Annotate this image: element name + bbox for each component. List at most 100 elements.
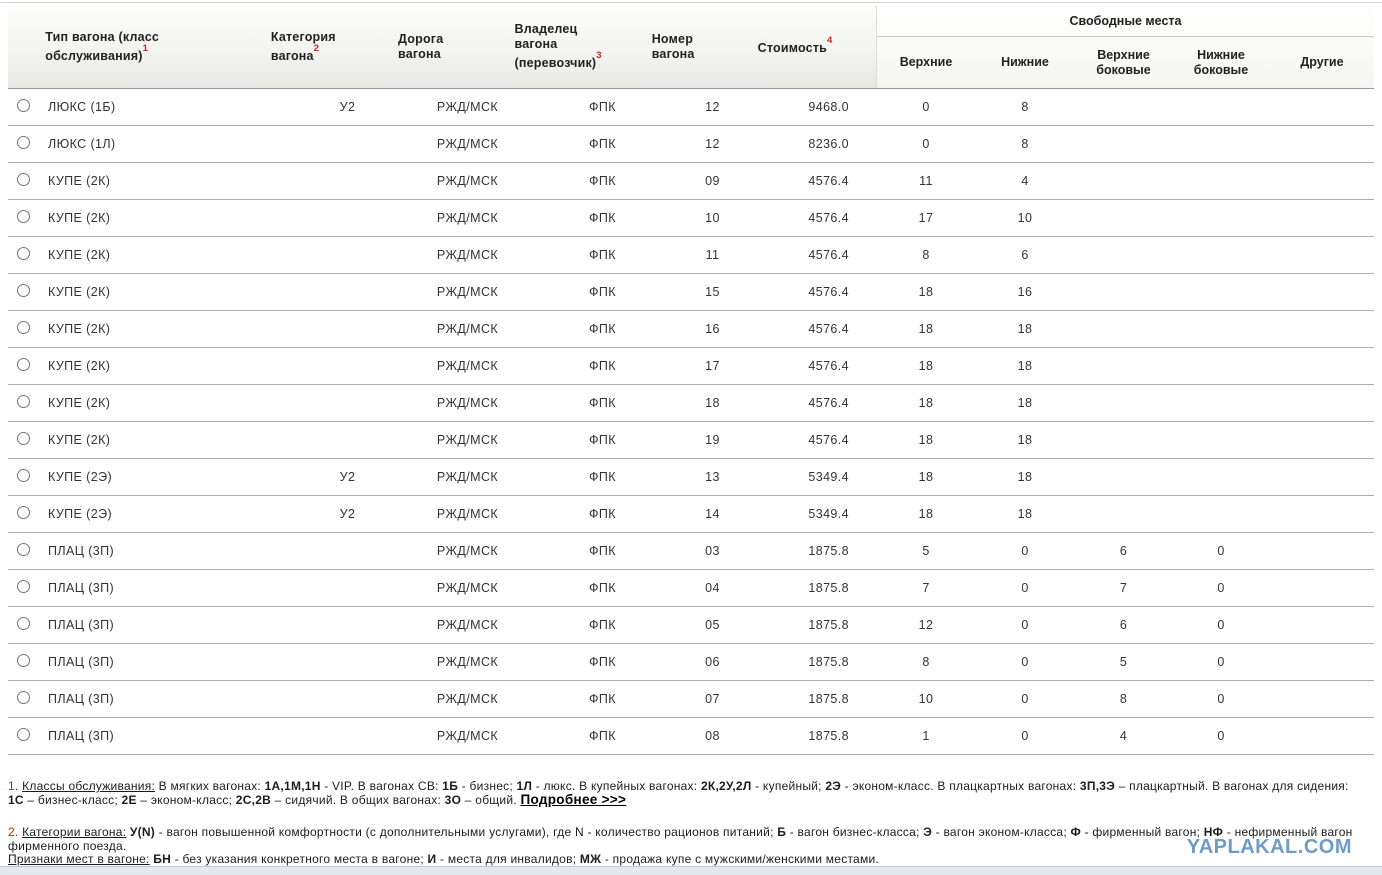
car-select-radio[interactable] [17,284,30,297]
footnote-service-classes: 1. Классы обслуживания: В мягких вагонах… [8,779,1374,807]
seats-upper-side-cell: 4 [1119,729,1128,743]
footnote-text: – эконом-класс; [136,793,236,807]
radio-cell [8,691,48,707]
car-select-radio[interactable] [17,210,30,223]
col-category-header: Категория вагона2 [271,6,378,88]
seats-upper-cell: 18 [918,433,934,447]
car-select-radio[interactable] [17,654,30,667]
footnote-ref-1: 1 [142,42,149,54]
seats-lower-cell: 8 [1021,100,1029,114]
car-road-cell: РЖД/МСК [436,470,499,484]
car-cost-cell: 4576.4 [808,359,849,373]
carriage-table: Тип вагона (класс обслуживания)1 Категор… [8,6,1374,755]
table-row: ПЛАЦ (3П) РЖД/МСК ФПК 05 1875.8 12 0 6 0 [8,607,1374,644]
seats-lower-side-cell: 0 [1217,729,1225,743]
car-number-cell: 11 [705,248,720,262]
car-number-cell: 14 [705,507,720,521]
car-select-radio[interactable] [17,617,30,630]
free-seats-title: Свободные места [876,6,1374,37]
radio-cell [8,728,48,744]
car-cost-cell: 4576.4 [808,211,849,225]
car-select-radio[interactable] [17,99,30,112]
car-select-radio[interactable] [17,543,30,556]
radio-cell [8,136,48,152]
car-select-radio[interactable] [17,432,30,445]
seats-lower-cell: 4 [1021,174,1029,188]
car-owner-cell: ФПК [589,396,616,410]
seats-lower-cell: 0 [1021,544,1029,558]
car-select-radio[interactable] [17,469,30,482]
car-type-cell: КУПЕ (2Э) [48,470,113,484]
footnote-ref-4: 4 [827,35,833,47]
car-select-radio[interactable] [17,728,30,741]
car-select-radio[interactable] [17,395,30,408]
car-road-cell: РЖД/МСК [436,507,499,521]
table-row: ЛЮКС (1Б) У2 РЖД/МСК ФПК 12 9468.0 0 8 [8,89,1374,126]
col-category-label: Категория вагона [270,29,336,64]
car-select-radio[interactable] [17,247,30,260]
car-owner-cell: ФПК [589,137,616,151]
car-select-radio[interactable] [17,691,30,704]
car-number-cell: 12 [705,100,720,114]
seats-upper-side-cell: 7 [1119,581,1128,595]
seats-lower-cell: 18 [1017,359,1033,373]
car-type-cell: КУПЕ (2К) [48,433,111,447]
car-number-cell: 15 [705,285,720,299]
seats-upper-side-cell: 6 [1119,544,1128,558]
car-number-cell: 19 [705,433,720,447]
seats-lower-cell: 18 [1017,507,1033,521]
car-road-cell: РЖД/МСК [436,137,499,151]
col-road-label: Дорога вагона [398,32,444,61]
car-select-radio[interactable] [17,321,30,334]
footnote-text: - продажа купе с мужскими/женскими места… [601,852,880,866]
table-row: КУПЕ (2К) РЖД/МСК ФПК 15 4576.4 18 16 [8,274,1374,311]
footnote-text: Категории вагона: [22,825,127,839]
car-select-radio[interactable] [17,136,30,149]
table-header: Тип вагона (класс обслуживания)1 Категор… [8,6,1374,89]
footnote-text: - фирменный вагон; [1081,825,1204,839]
footnote-text: – бизнес-класс; [23,793,122,807]
car-select-radio[interactable] [17,506,30,519]
car-number-cell: 04 [705,581,720,595]
car-type-cell: КУПЕ (2Э) [48,507,113,521]
footnote-ref-3: 3 [596,50,602,62]
footnote-text: НФ [1203,825,1224,839]
footnote-text: 2Э [825,779,842,793]
table-row: ПЛАЦ (3П) РЖД/МСК ФПК 07 1875.8 10 0 8 0 [8,681,1374,718]
col-upper-side-header: Верхние боковые [1096,47,1151,77]
car-cost-cell: 5349.4 [808,470,849,484]
footnote-text: 1Л [516,779,533,793]
footnote-text: У(N) [129,825,156,839]
car-number-cell: 13 [705,470,720,484]
car-number-cell: 18 [705,396,720,410]
car-cost-cell: 5349.4 [808,507,849,521]
car-type-cell: ПЛАЦ (3П) [48,729,115,743]
car-cost-cell: 4576.4 [808,285,849,299]
car-select-radio[interactable] [17,173,30,186]
seats-upper-cell: 7 [922,581,930,595]
radio-cell [8,284,48,300]
car-road-cell: РЖД/МСК [436,581,499,595]
car-select-radio[interactable] [17,358,30,371]
seats-lower-cell: 0 [1021,581,1029,595]
car-road-cell: РЖД/МСК [436,174,499,188]
footnote-text: И [427,852,437,866]
table-row: КУПЕ (2К) РЖД/МСК ФПК 09 4576.4 11 4 [8,163,1374,200]
seats-upper-side-cell: 6 [1119,618,1128,632]
car-number-cell: 16 [705,322,720,336]
car-select-radio[interactable] [17,580,30,593]
footnote-text: 2Е [121,793,137,807]
table-row: ПЛАЦ (3П) РЖД/МСК ФПК 08 1875.8 1 0 4 0 [8,718,1374,755]
seats-lower-cell: 0 [1021,729,1029,743]
table-row: КУПЕ (2Э) У2 РЖД/МСК ФПК 13 5349.4 18 18 [8,459,1374,496]
car-type-cell: ПЛАЦ (3П) [48,692,115,706]
col-number-header: Номер вагона [650,6,722,88]
seats-lower-cell: 18 [1017,396,1033,410]
car-owner-cell: ФПК [589,433,616,447]
col-other-header: Другие [1300,55,1344,69]
watermark: YAPLAKAL.COM [1186,836,1352,858]
radio-cell [8,173,48,189]
footnote-text: - VIP. В вагонах СВ: [320,779,443,793]
details-link[interactable]: Подробнее >>> [520,792,627,807]
radio-cell [8,247,48,263]
